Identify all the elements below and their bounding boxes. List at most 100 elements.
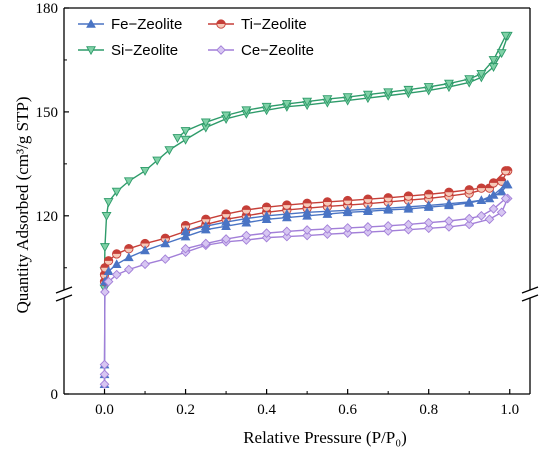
data-point-cezeolite [100,287,110,297]
x-axis-label: Relative Pressure (P/P₀) [243,428,407,447]
data-point-fezeolite [160,238,171,248]
data-point-tizeolite [343,195,353,206]
data-point-cezeolite [241,230,252,241]
data-point-fezeolite [140,245,150,255]
data-point-fezeolite [464,196,475,206]
data-point-tizeolite-half [112,249,121,254]
data-point-fezeolite [363,204,373,213]
data-point-tizeolite [112,249,122,259]
data-point-sizeolite [261,102,272,112]
ticks-layer: 0.0 0.2 0.4 0.6 0.8 1.0 0 120 150 180 [36,1,520,418]
data-point-cezeolite [464,219,475,230]
data-point-sizeolite [403,85,414,95]
data-point-tizeolite [476,183,487,193]
x-tick-label: 0.8 [419,402,438,418]
data-point-cezeolite [103,276,114,287]
data-point-fezeolite [342,205,353,215]
data-point-sizeolite [500,31,511,41]
series-fezeolite [99,179,513,388]
data-point-cezeolite [444,216,454,226]
data-point-cezeolite [500,193,511,204]
data-point-tizeolite-half [221,209,231,215]
data-point-fezeolite [322,206,333,216]
legend-label: Ce−Zeolite [241,42,314,59]
data-point-tizeolite [403,191,414,201]
data-point-tizeolite [488,178,499,188]
data-point-fezeolite [123,252,134,262]
data-point-sizeolite [383,88,394,98]
data-point-tizeolite [103,256,114,266]
data-point-cezeolite [99,379,110,390]
data-point-tizeolite-half [161,234,170,239]
series-line-sizeolite-adsorption [103,35,509,289]
data-point-fezeolite [476,195,487,204]
data-point-tizeolite [124,244,134,254]
data-point-sizeolite [423,83,434,93]
data-point-cezeolite [383,226,394,236]
data-point-cezeolite [403,224,414,235]
data-point-fezeolite [302,207,313,217]
data-point-tizeolite-half [501,166,510,171]
data-point-tizeolite [241,205,251,215]
data-point-cezeolite [342,228,353,238]
data-point-cezeolite [444,222,454,232]
data-point-fezeolite [103,266,114,275]
data-point-tizeolite-half [497,176,506,182]
data-point-tizeolite [261,202,272,212]
data-point-tizeolite [302,198,312,208]
data-point-cezeolite [282,226,292,237]
data-point-tizeolite-half [104,256,113,261]
data-point-tizeolite [501,166,511,176]
data-point-sizeolite [123,177,134,187]
data-point-tizeolite [444,187,454,197]
data-point-sizeolite [180,135,191,145]
y-tick-label: 0 [51,387,59,403]
data-point-tizeolite-half [282,200,292,206]
data-point-cezeolite [140,259,150,270]
data-point-sizeolite [342,93,353,103]
data-point-sizeolite [221,111,232,121]
data-point-tizeolite-half [489,178,498,183]
data-point-cezeolite [180,243,191,254]
series-layer [99,31,513,390]
data-point-tizeolite-half [363,194,373,200]
data-point-sizeolite [241,106,252,116]
data-point-cezeolite [363,222,373,232]
data-point-tizeolite-half [140,239,150,244]
data-point-sizeolite [496,49,507,59]
x-tick-label: 0.4 [257,402,276,418]
data-point-sizeolite [443,79,454,89]
data-point-cezeolite [476,210,487,221]
data-point-sizeolite [111,187,122,197]
data-point-tizeolite-half [302,199,312,204]
data-point-sizeolite [99,243,110,253]
legend-label: Si−Zeolite [111,42,178,59]
data-point-tizeolite-half [424,190,433,195]
data-point-cezeolite [423,223,434,234]
data-point-cezeolite [160,254,171,264]
data-point-sizeolite [140,166,151,176]
data-point-cezeolite [322,229,333,239]
data-point-cezeolite [302,225,312,235]
legend: Fe−Zeolite Ti−Zeolite Si−Zeolite Ce−Zeolite [78,16,314,59]
y-tick-label: 180 [36,1,59,17]
data-point-sizeolite [362,90,373,100]
data-point-tizeolite-half [477,183,486,189]
data-point-tizeolite [464,185,474,195]
axis-break-right-stroke-1 [521,286,539,294]
data-point-tizeolite-half [404,191,413,197]
data-point-fezeolite [444,198,454,208]
data-point-sizeolite [180,127,191,137]
data-point-tizeolite-half [262,202,271,208]
axis-break-right-stroke-2 [521,294,539,302]
data-point-fezeolite [111,259,122,269]
data-point-sizeolite [103,198,114,208]
data-point-sizeolite [464,75,475,85]
data-point-cezeolite [111,269,122,280]
data-point-tizeolite [201,214,211,224]
legend-item-fezeolite: Fe−Zeolite [78,16,182,33]
data-point-cezeolite [488,204,499,214]
data-point-tizeolite [221,209,231,219]
data-point-cezeolite [484,214,495,225]
data-point-sizeolite [164,146,175,156]
